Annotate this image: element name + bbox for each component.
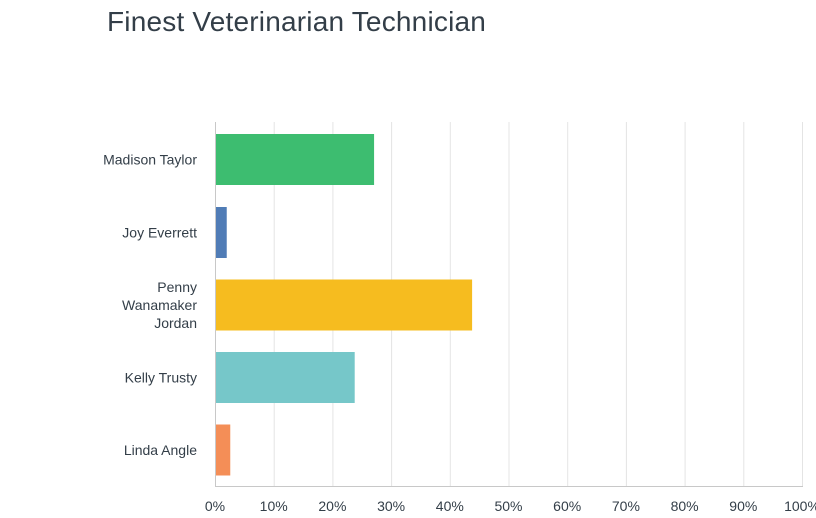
x-tick-label-50: 50% [494,498,522,514]
category-label-line: Linda Angle [124,442,197,458]
x-tick-label-90: 90% [729,498,757,514]
bar-1 [215,207,227,258]
category-label-line: Kelly Trusty [125,370,197,386]
x-tick-label-80: 80% [671,498,699,514]
category-label-line: Wanamaker [122,297,197,313]
x-tick-label-100: 100% [784,498,816,514]
bar-0 [215,134,375,185]
category-label-4: Linda Angle [124,442,197,458]
x-tick-label-60: 60% [553,498,581,514]
x-tick-label-0: 0% [205,498,225,514]
category-label-line: Joy Everrett [122,225,197,241]
bar-4 [215,424,231,476]
bar-2 [215,279,473,331]
category-label-1: Joy Everrett [122,225,197,241]
x-tick-label-30: 30% [377,498,405,514]
bar-3 [215,352,355,403]
x-tick-label-40: 40% [436,498,464,514]
x-tick-label-20: 20% [318,498,346,514]
x-tick-label-10: 10% [260,498,288,514]
category-label-3: Kelly Trusty [125,370,197,386]
category-label-0: Madison Taylor [103,152,197,168]
category-label-2: Penny Wanamaker Jordan [122,279,197,331]
category-label-line: Penny [157,279,197,295]
x-tick-label-70: 70% [612,498,640,514]
category-label-line: Madison Taylor [103,152,197,168]
chart-title: Finest Veterinarian Technician [107,6,487,37]
category-label-line: Jordan [154,315,197,331]
